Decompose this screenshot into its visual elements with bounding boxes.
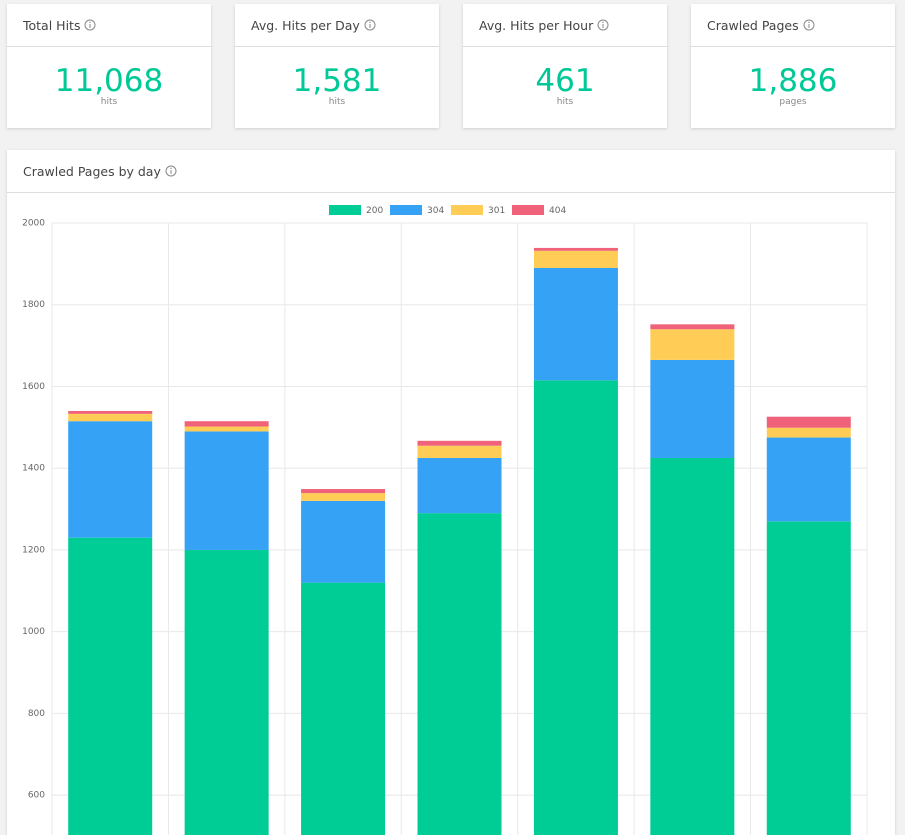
y-tick-label: 2000 [22, 219, 45, 229]
card-value: 11,068 [54, 63, 164, 99]
bar-segment [184, 431, 269, 550]
y-tick-label: 1800 [22, 300, 45, 310]
y-tick-label: 1000 [22, 627, 45, 637]
bar-segment [301, 582, 386, 835]
card-unit: hits [100, 97, 118, 107]
y-tick-label: 800 [28, 709, 45, 719]
y-tick-label: 1400 [22, 464, 45, 474]
info-icon[interactable] [165, 165, 177, 177]
bar-segment [417, 445, 502, 458]
chart: 600 800 1000 1200 1400 1600 1800 2000 200 304 301 4… [22, 205, 868, 835]
bar-segment [650, 329, 735, 360]
info-icon[interactable] [364, 19, 376, 31]
card-unit: pages [779, 97, 807, 107]
stat-card: Total Hits 11,068 hits [7, 4, 211, 128]
card-title: Total Hits [23, 17, 81, 33]
legend-label: 304 [427, 206, 444, 216]
bar-segment [184, 549, 269, 835]
stat-card: Crawled Pages 1,886 pages [691, 4, 895, 128]
y-tick-label: 1200 [22, 545, 45, 555]
card-value: 461 [535, 63, 595, 99]
card-title: Crawled Pages [707, 17, 799, 33]
chart-card: Crawled Pages by day 600 800 1000 1200 1400 1… [7, 150, 895, 835]
bar-segment [417, 457, 502, 514]
bar-segment [68, 413, 153, 422]
chart-title: Crawled Pages by day [23, 163, 161, 179]
card-title: Avg. Hits per Hour [479, 17, 594, 33]
card-unit: hits [328, 97, 346, 107]
bar-segment [650, 457, 735, 835]
legend-swatch [512, 205, 544, 215]
bar-segment [533, 250, 618, 268]
info-icon[interactable] [803, 19, 815, 31]
bar-segment [766, 416, 851, 428]
bar-segment [650, 359, 735, 458]
card-value: 1,581 [292, 63, 382, 99]
legend-label: 200 [366, 206, 383, 216]
bar-segment [68, 421, 153, 538]
card-value: 1,886 [748, 63, 838, 99]
bar-segment [184, 421, 269, 427]
bar-segment [301, 489, 386, 494]
stat-card: Avg. Hits per Hour 461 hits [463, 4, 667, 128]
bar-segment [68, 410, 153, 414]
card-title: Avg. Hits per Day [251, 17, 360, 33]
info-icon[interactable] [84, 19, 96, 31]
bar-segment [533, 267, 618, 381]
bar-segment [766, 521, 851, 835]
info-icon[interactable] [597, 19, 609, 31]
legend-swatch [329, 205, 361, 215]
bar-segment [766, 427, 851, 438]
card-unit: hits [556, 97, 574, 107]
bar-segment [301, 493, 386, 501]
bar-segment [766, 437, 851, 522]
stat-card: Avg. Hits per Day 1,581 hits [235, 4, 439, 128]
bar-segment [417, 513, 502, 835]
bar-segment [417, 440, 502, 446]
y-tick-label: 600 [28, 791, 45, 801]
card-header: Avg. Hits per Hour [463, 4, 667, 47]
card-header: Avg. Hits per Day [235, 4, 439, 47]
bar-segment [301, 500, 386, 583]
y-tick-label: 1600 [22, 382, 45, 392]
bar-segment [533, 380, 618, 835]
card-header: Total Hits [7, 4, 211, 47]
legend-swatch [390, 205, 422, 215]
bar-segment [68, 537, 153, 835]
bar-segment [650, 324, 735, 330]
card-header: Crawled Pages [691, 4, 895, 47]
legend-label: 301 [488, 206, 505, 216]
legend-label: 404 [549, 206, 566, 216]
bar-segment [184, 426, 269, 432]
chart-header: Crawled Pages by day [7, 150, 895, 193]
bar-segment [533, 247, 618, 251]
legend-swatch [451, 205, 483, 215]
